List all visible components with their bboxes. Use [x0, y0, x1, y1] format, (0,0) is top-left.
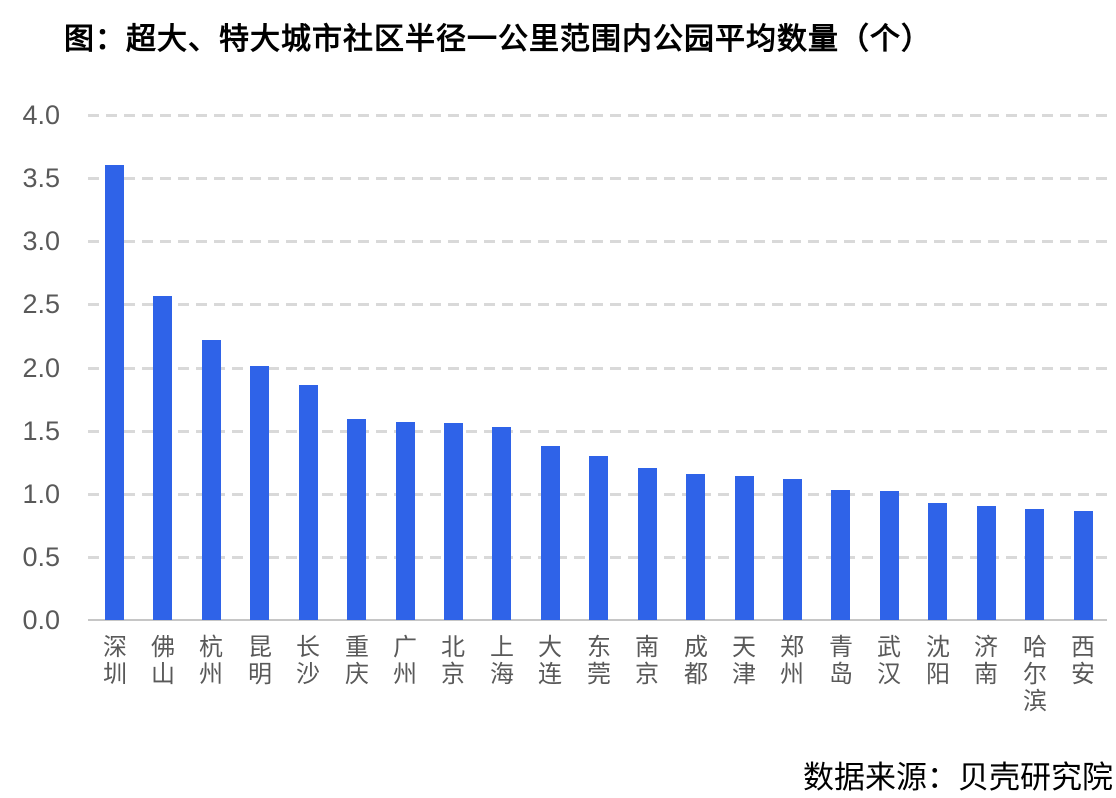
- x-tick-label-南京: 南 京: [635, 634, 659, 688]
- x-tick-label-武汉: 武 汉: [877, 634, 901, 688]
- gridline-2.5: [88, 303, 1107, 307]
- y-tick-label-2.0: 2.0: [22, 352, 60, 383]
- y-tick-label-3.0: 3.0: [22, 226, 60, 257]
- bar-上海: [492, 427, 511, 620]
- x-tick-label-青岛: 青 岛: [829, 634, 853, 688]
- x-tick-label-重庆: 重 庆: [345, 634, 369, 688]
- y-tick-label-1.0: 1.0: [22, 478, 60, 509]
- x-tick-label-郑州: 郑 州: [780, 634, 804, 688]
- x-tick-label-沈阳: 沈 阳: [926, 634, 950, 688]
- bar-昆明: [250, 366, 269, 620]
- x-tick-label-深圳: 深 圳: [103, 634, 127, 688]
- x-tick-label-昆明: 昆 明: [248, 634, 272, 688]
- x-tick-label-上海: 上 海: [490, 634, 514, 688]
- bar-青岛: [831, 490, 850, 620]
- bar-东莞: [589, 456, 608, 620]
- bar-长沙: [299, 385, 318, 620]
- data-source: 数据来源：贝壳研究院: [803, 760, 1113, 795]
- bar-西安: [1074, 511, 1093, 620]
- bar-深圳: [105, 165, 124, 620]
- bar-成都: [686, 474, 705, 620]
- x-tick-label-西安: 西 安: [1071, 634, 1095, 688]
- x-tick-label-东莞: 东 莞: [587, 634, 611, 688]
- x-tick-label-杭州: 杭 州: [199, 634, 223, 688]
- gridline-3.5: [88, 177, 1107, 181]
- y-tick-label-0.5: 0.5: [22, 541, 60, 572]
- bar-佛山: [153, 296, 172, 620]
- x-tick-label-成都: 成 都: [684, 634, 708, 688]
- bar-天津: [735, 476, 754, 620]
- x-tick-label-长沙: 长 沙: [296, 634, 320, 688]
- y-tick-label-1.5: 1.5: [22, 415, 60, 446]
- y-tick-label-3.5: 3.5: [22, 163, 60, 194]
- bar-郑州: [783, 479, 802, 620]
- bar-济南: [977, 506, 996, 620]
- bar-重庆: [347, 419, 366, 620]
- bar-南京: [638, 468, 657, 620]
- x-tick-label-广州: 广 州: [393, 634, 417, 688]
- bar-哈尔滨: [1025, 509, 1044, 620]
- x-tick-label-济南: 济 南: [974, 634, 998, 688]
- bar-沈阳: [928, 503, 947, 620]
- y-tick-label-4.0: 4.0: [22, 100, 60, 130]
- gridline-1.5: [88, 429, 1107, 433]
- chart-title: 图：超大、特大城市社区半径一公里范围内公园平均数量（个）: [64, 23, 932, 56]
- x-tick-label-哈尔滨: 哈 尔 滨: [1023, 634, 1047, 715]
- x-tick-label-佛山: 佛 山: [151, 634, 175, 688]
- bar-武汉: [880, 491, 899, 620]
- x-tick-label-北京: 北 京: [441, 634, 465, 688]
- x-tick-label-天津: 天 津: [732, 634, 756, 688]
- x-tick-label-大连: 大 连: [538, 634, 562, 688]
- x-axis-line: [88, 619, 1107, 621]
- y-tick-label-2.5: 2.5: [22, 289, 60, 320]
- bar-广州: [396, 422, 415, 620]
- bar-杭州: [202, 340, 221, 620]
- gridline-4.0: [88, 114, 1107, 117]
- bar-北京: [444, 423, 463, 620]
- bar-大连: [541, 446, 560, 620]
- gridline-3.0: [88, 240, 1107, 244]
- gridline-2.0: [88, 366, 1107, 370]
- y-tick-label-0.0: 0.0: [22, 605, 60, 635]
